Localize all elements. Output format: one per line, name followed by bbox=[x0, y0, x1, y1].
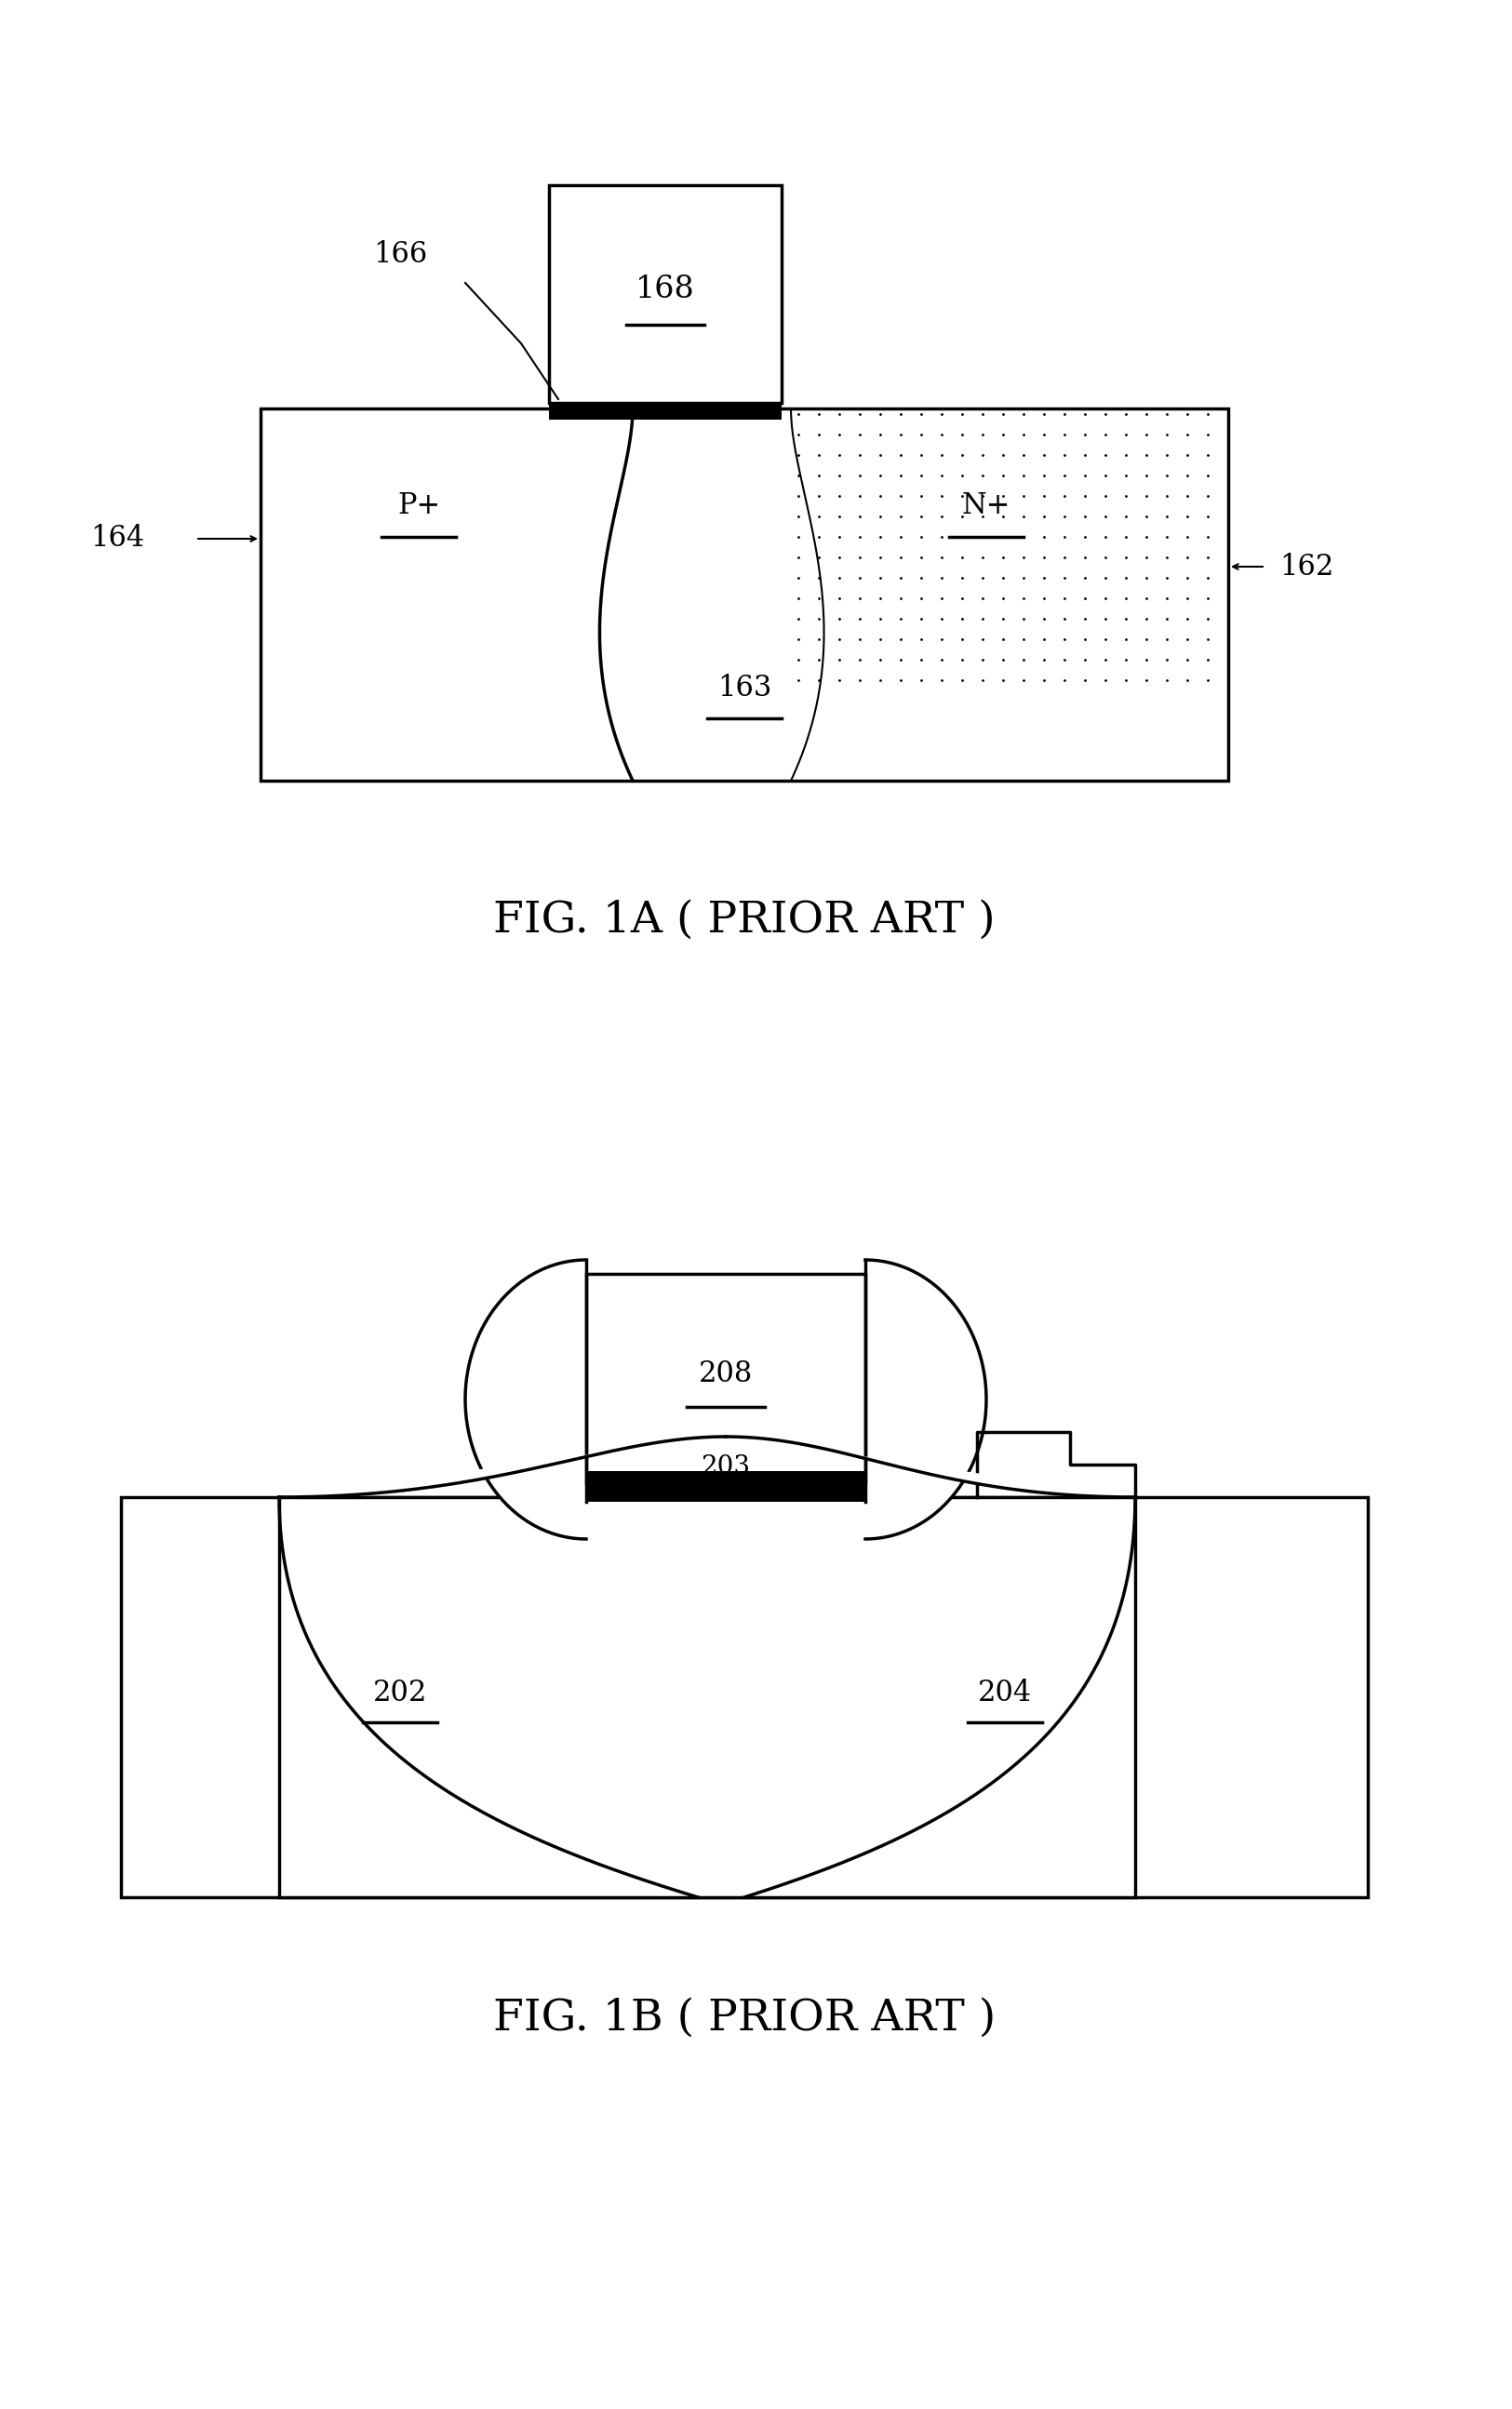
Text: 162: 162 bbox=[1279, 552, 1334, 581]
Text: 163: 163 bbox=[717, 672, 771, 701]
Text: 208: 208 bbox=[699, 1359, 753, 1388]
Polygon shape bbox=[865, 1260, 986, 1539]
Text: 204: 204 bbox=[978, 1679, 1031, 1708]
Bar bbox=[549, 185, 782, 402]
Bar bbox=[587, 1274, 865, 1484]
Text: 203: 203 bbox=[702, 1455, 750, 1479]
Polygon shape bbox=[466, 1260, 587, 1539]
Bar bbox=[121, 1496, 1368, 1898]
Text: FIG. 1B ( PRIOR ART ): FIG. 1B ( PRIOR ART ) bbox=[493, 1997, 996, 2040]
Text: 202: 202 bbox=[373, 1679, 428, 1708]
Text: FIG. 1A ( PRIOR ART ): FIG. 1A ( PRIOR ART ) bbox=[493, 899, 995, 942]
Text: 168: 168 bbox=[635, 275, 696, 304]
Bar bbox=[549, 402, 782, 419]
Text: 166: 166 bbox=[373, 241, 428, 270]
Bar bbox=[587, 1472, 865, 1484]
Text: N+: N+ bbox=[962, 491, 1010, 520]
Bar bbox=[587, 1484, 865, 1501]
Text: 164: 164 bbox=[91, 525, 144, 554]
Polygon shape bbox=[280, 1436, 1136, 1496]
Bar bbox=[280, 1496, 1136, 1898]
Bar bbox=[260, 410, 1228, 781]
Text: P+: P+ bbox=[398, 491, 440, 520]
